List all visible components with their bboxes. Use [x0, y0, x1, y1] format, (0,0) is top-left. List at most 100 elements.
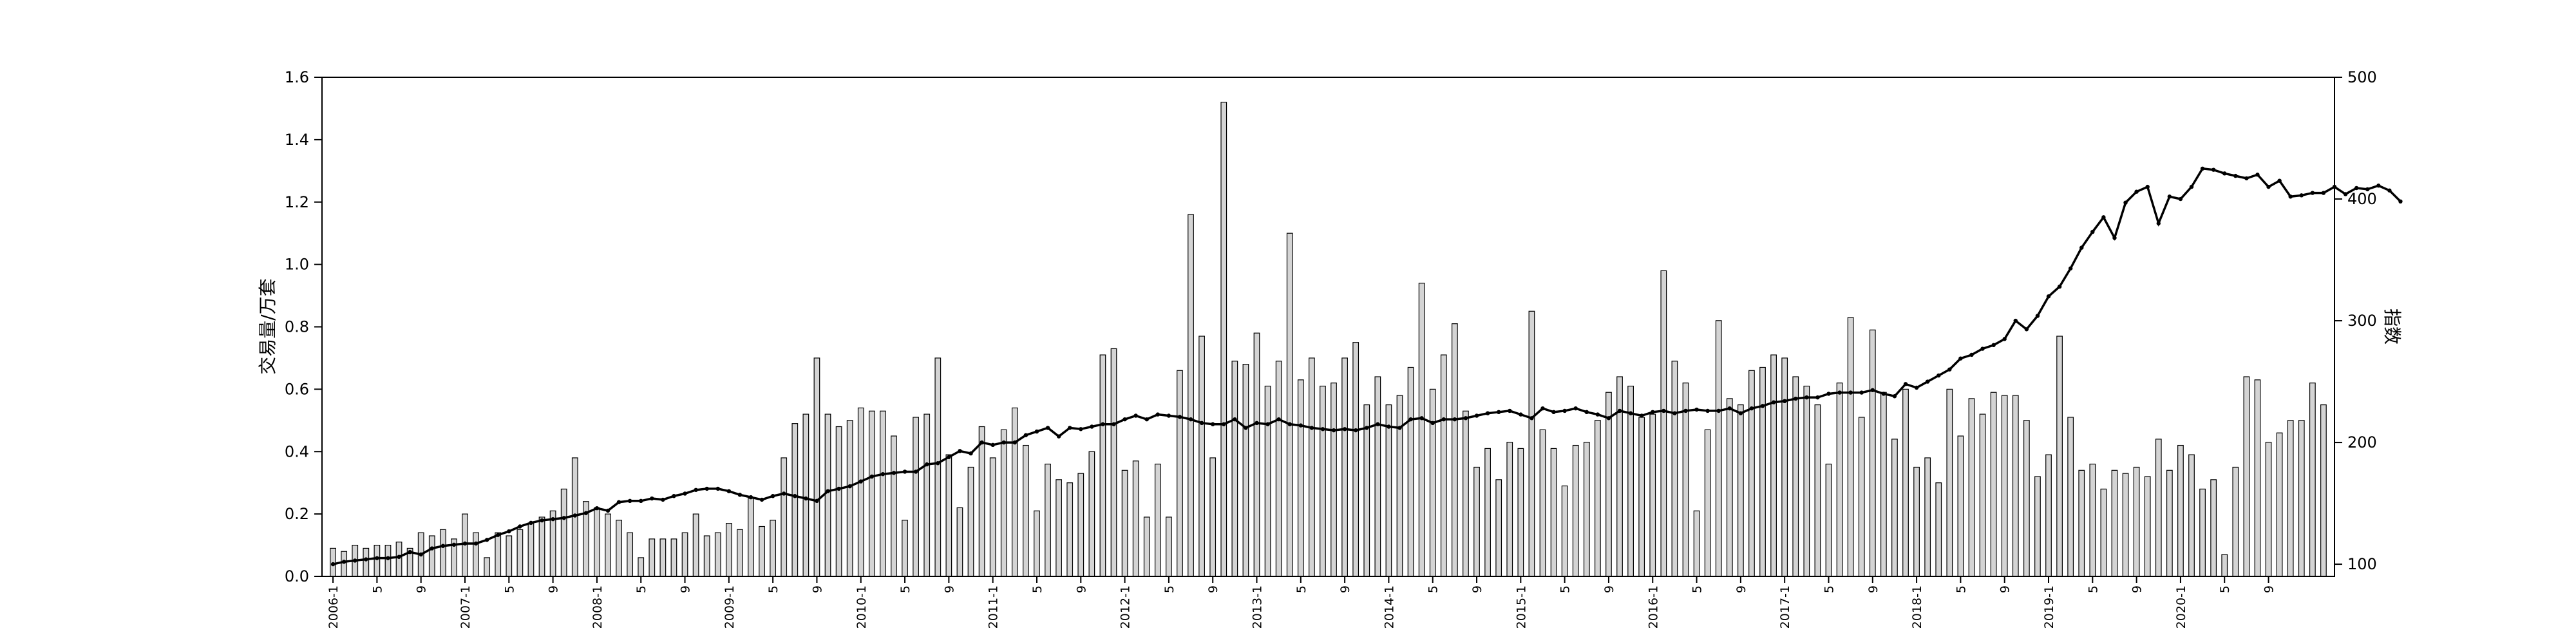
index-point [902, 469, 907, 474]
index-point [1925, 379, 1930, 384]
bar [791, 423, 799, 577]
bar [1638, 417, 1645, 577]
left-tick-label: 0.6 [285, 380, 309, 398]
bar [1869, 329, 1876, 577]
bar [473, 532, 479, 577]
left-axis-title: 交易量/万套 [257, 278, 278, 374]
index-point [1947, 367, 1952, 372]
left-tick-label: 0.4 [285, 442, 309, 460]
index-point [1155, 412, 1160, 417]
bar [1253, 332, 1260, 577]
bar [1088, 451, 1095, 577]
x-tick-label: 2010-1 [855, 585, 869, 629]
bar [1495, 479, 1502, 577]
x-tick-label: 2019-1 [2042, 585, 2056, 629]
x-tick-label: 9 [2262, 585, 2277, 593]
right-axis-title: 指数 [2382, 308, 2403, 345]
index-point [1530, 416, 1534, 421]
bar [484, 557, 491, 577]
index-point [1045, 426, 1050, 430]
index-point [1716, 408, 1721, 413]
bar [813, 357, 820, 577]
index-point [2211, 167, 2216, 172]
bar [1320, 385, 1326, 577]
bar [681, 532, 688, 577]
index-point [2255, 173, 2260, 177]
x-tick-label: 9 [547, 585, 561, 593]
index-point [2266, 184, 2271, 189]
index-point [1222, 422, 1226, 426]
bar [1726, 398, 1733, 577]
x-tick-label: 2007-1 [459, 585, 473, 629]
bar [978, 426, 985, 577]
index-point [1694, 407, 1699, 412]
bar [1517, 448, 1524, 577]
bar [2012, 395, 2019, 577]
bar [714, 532, 721, 577]
bar [737, 529, 743, 577]
bar [1440, 354, 1447, 577]
bar [1572, 444, 1579, 577]
index-point [1771, 400, 1776, 404]
index-point [1639, 413, 1644, 418]
bar [2309, 383, 2316, 577]
bar [560, 488, 567, 577]
index-point [1937, 373, 1941, 378]
bar [527, 523, 535, 577]
bar [649, 538, 656, 577]
index-point [2200, 166, 2205, 171]
index-point [540, 518, 544, 523]
index-point [1112, 422, 1116, 426]
index-point [430, 546, 434, 551]
index-point [990, 442, 995, 448]
bar [495, 532, 502, 577]
bar [1429, 388, 1436, 577]
bar [725, 523, 732, 577]
x-tick-label: 5 [1426, 585, 1441, 593]
index-point [980, 440, 984, 445]
bar [538, 516, 545, 577]
index-point [1540, 406, 1545, 411]
bar [891, 435, 897, 577]
bar [2298, 420, 2305, 577]
bar [1979, 413, 1986, 577]
left-axis-ticks: 0.0 0.2 0.4 0.6 0.8 1.0 1.2 1.4 1.6 [285, 68, 322, 585]
bar [1968, 398, 1975, 577]
bar [1352, 342, 1359, 577]
index-point [1562, 408, 1567, 413]
index-point [1419, 416, 1424, 421]
index-point [1870, 388, 1875, 392]
index-point [683, 491, 687, 496]
index-point [484, 538, 489, 542]
index-point [2343, 192, 2348, 196]
bar [1209, 457, 1217, 577]
x-tick-label: 5 [1954, 585, 1968, 593]
bar [1264, 385, 1271, 577]
bar [1539, 429, 1546, 577]
index-point [1980, 346, 1985, 351]
index-point [1079, 427, 1083, 431]
index-point [793, 494, 797, 498]
index-point [1662, 408, 1666, 413]
index-point [913, 469, 918, 474]
index-point [364, 557, 368, 562]
bar [1077, 473, 1084, 577]
bar [374, 544, 381, 577]
x-tick-label: 9 [1866, 585, 1880, 593]
index-point [1485, 411, 1490, 415]
bar [2287, 420, 2294, 577]
x-tick-label: 5 [1558, 585, 1573, 593]
bar [2056, 336, 2063, 577]
index-point [2233, 173, 2238, 178]
bar [703, 535, 710, 577]
bar [1056, 479, 1062, 577]
x-axis-ticks: 2006-1 5 9 2007-1 5 9 2008-1 5 9 2009-1 5 9 2010-1 5 9… [327, 576, 2277, 629]
index-point [2310, 191, 2315, 195]
x-tick-label: 2011-1 [987, 585, 1001, 629]
bar [2001, 395, 2008, 577]
bar [934, 357, 942, 577]
bar [1110, 348, 1117, 577]
bar [1781, 357, 1788, 577]
index-point [1782, 399, 1787, 403]
bar [2045, 454, 2052, 577]
